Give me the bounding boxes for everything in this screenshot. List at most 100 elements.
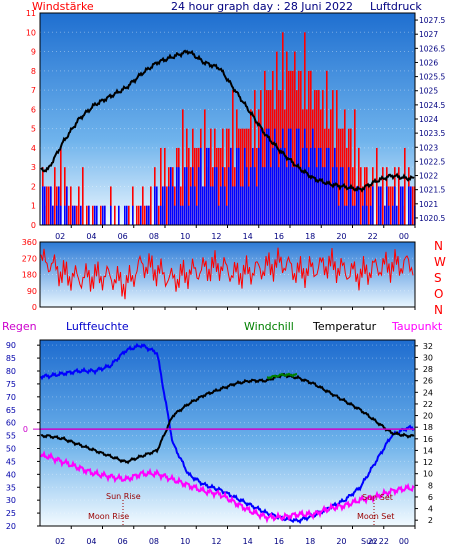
gust-bar [228, 167, 230, 225]
gust-bar [42, 186, 44, 225]
gust-bar [364, 186, 366, 225]
wind-bar [166, 186, 168, 225]
wind-bar [78, 186, 80, 225]
gust-bar [294, 167, 296, 225]
regen-label: Regen [2, 320, 37, 333]
gust-bar [162, 186, 164, 225]
humidity-y-tick-label: 35 [6, 483, 16, 492]
gust-bar [88, 205, 90, 225]
humidity-y-tick-label: 85 [6, 354, 16, 363]
gust-bar [392, 205, 394, 225]
wind-bar [182, 109, 184, 225]
climate-x-tick-label: 18 [305, 537, 315, 546]
temperature-y-tick-label: 32 [423, 342, 433, 351]
gust-bar [214, 167, 216, 225]
gust-bar [306, 147, 308, 225]
direction-y-tick-label: 90 [27, 287, 37, 296]
gust-bar [212, 186, 214, 225]
wind-bar [110, 186, 112, 225]
wind-bar [48, 186, 50, 225]
wind-x-tick-label: 06 [118, 232, 128, 241]
gust-bar [236, 147, 238, 225]
gust-bar [190, 186, 192, 225]
gust-bar [208, 147, 210, 225]
gust-bar [246, 167, 248, 225]
wind-bar [330, 109, 332, 225]
wind-x-tick-label: 04 [86, 232, 96, 241]
gust-bar [248, 186, 250, 225]
wind-bar [70, 186, 72, 225]
gust-bar [216, 167, 218, 225]
gust-bar [408, 186, 410, 225]
wind-bar [376, 147, 378, 225]
climate-x-tick-label: 08 [149, 537, 159, 546]
compass-w: W [434, 255, 446, 269]
gust-bar [296, 128, 298, 225]
pressure-y-tick-label: 1022 [419, 172, 438, 181]
gust-bar [58, 186, 60, 225]
wind-bar [392, 186, 394, 225]
gust-bar [182, 205, 184, 225]
wind-bar [276, 51, 278, 225]
gust-bar [188, 205, 190, 225]
gust-bar [262, 167, 264, 225]
temperatur-label: Temperatur [312, 320, 377, 333]
pressure-y-tick-label: 1021 [419, 200, 438, 209]
wind-bar [344, 109, 346, 225]
gust-bar [196, 205, 198, 225]
temperature-y-tick-label: 16 [423, 435, 433, 444]
gust-bar [242, 186, 244, 225]
gust-bar [178, 167, 180, 225]
gust-bar [354, 205, 356, 225]
wind-x-tick-label: 00 [399, 232, 409, 241]
wind-bar [100, 205, 102, 225]
wind-bar [362, 186, 364, 225]
gust-bar [224, 186, 226, 225]
gust-bar [402, 186, 404, 225]
gust-bar [252, 147, 254, 225]
gust-bar [254, 167, 256, 225]
gust-bar [350, 186, 352, 225]
gust-bar [220, 186, 222, 225]
gust-bar [320, 147, 322, 225]
gust-bar [292, 167, 294, 225]
wind-bar [144, 205, 146, 225]
wind-bar [360, 167, 362, 225]
direction-chart: 0 90 180 270 360 [22, 238, 416, 312]
luftfeuchte-label: Luftfeuchte [66, 320, 129, 333]
gust-bar [314, 147, 316, 225]
gust-bar [240, 186, 242, 225]
wind-y-tick-label: 5 [31, 125, 36, 134]
chart-title: 24 hour graph day : 28 Juni 2022 [171, 0, 353, 13]
windchill-label: Windchill [244, 320, 294, 333]
gust-bar [282, 128, 284, 225]
wind-y-tick-label: 4 [31, 144, 36, 153]
temperature-y-tick-label: 8 [428, 481, 433, 490]
gust-bar [110, 205, 112, 225]
pressure-y-tick-label: 1027 [419, 30, 438, 39]
wind-bar [138, 205, 140, 225]
gust-bar [180, 205, 182, 225]
taupunkt-label: Taupunkt [391, 320, 443, 333]
gust-bar [260, 128, 262, 225]
wind-bar [264, 70, 266, 226]
temperature-line [40, 372, 415, 465]
gust-bar [276, 147, 278, 225]
compass-o: O [434, 287, 443, 301]
wind-y-tick-label: 3 [31, 163, 36, 172]
compass-labels: N W S O N [434, 239, 446, 317]
compass-n-bottom: N [434, 303, 443, 317]
gust-bar [66, 186, 68, 225]
wind-bar [240, 128, 242, 225]
pressure-y-tick-label: 1024.5 [419, 101, 445, 110]
wind-x-tick-label: 08 [149, 232, 159, 241]
wind-bar [54, 167, 56, 225]
wind-bar [56, 186, 58, 225]
wind-bar [142, 186, 144, 225]
gust-bar [234, 186, 236, 225]
compass-s: S [434, 271, 442, 285]
wind-bar [68, 205, 70, 225]
gust-bar [378, 186, 380, 225]
wind-bar [370, 186, 372, 225]
wind-y-tick-label: 11 [26, 9, 36, 18]
